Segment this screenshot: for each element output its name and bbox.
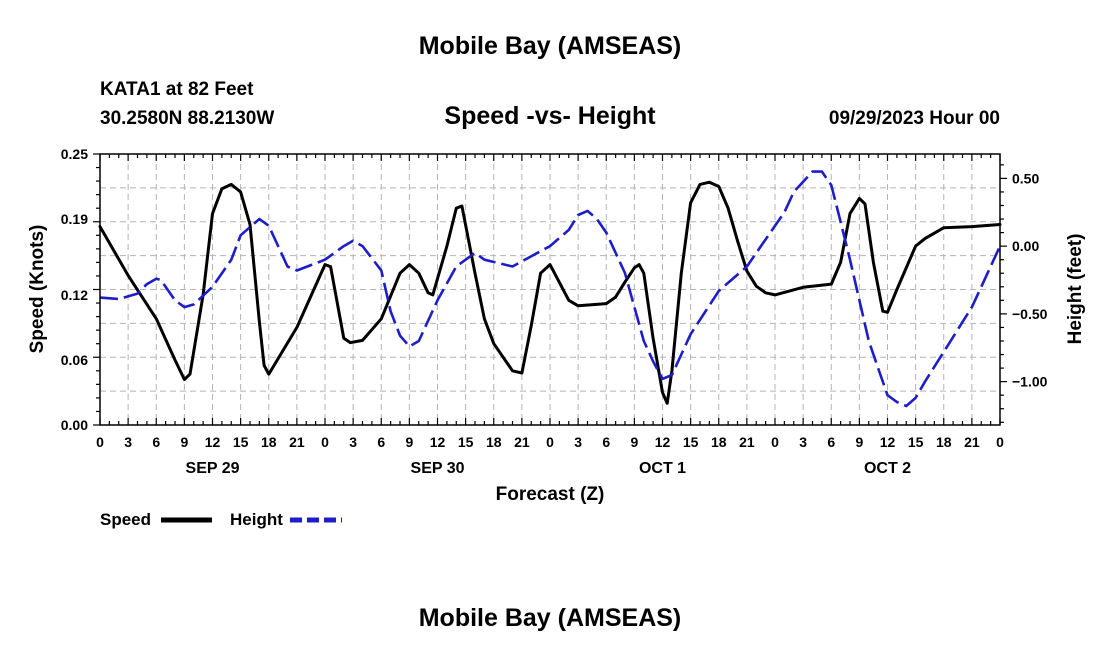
- x-tick-label: 12: [205, 434, 221, 450]
- x-tick-label: 0: [771, 434, 779, 450]
- y2-tick-label: 0.00: [1012, 238, 1039, 254]
- tick-marks: [93, 153, 1007, 426]
- x-tick-label: 9: [405, 434, 413, 450]
- x-tick-label: 3: [799, 434, 807, 450]
- x-tick-label: 3: [349, 434, 357, 450]
- x-tick-label: 15: [908, 434, 924, 450]
- x-tick-label: 15: [458, 434, 474, 450]
- tick-labels: 0 3 6 9 12 15 18 21 0 3 6 9 12 15 18 21 0 3 6 9 12 15 18 21 0 3 6 9…: [61, 146, 1048, 477]
- y-tick-label: 0.12: [61, 287, 88, 303]
- footer-title: Mobile Bay (AMSEAS): [419, 604, 682, 632]
- x-tick-label: 0: [321, 434, 329, 450]
- x-tick-label: 6: [377, 434, 385, 450]
- x-tick-label: 18: [711, 434, 727, 450]
- y2-tick-label: −1.00: [1012, 374, 1048, 390]
- station-label: KATA1 at 82 Feet: [100, 79, 254, 100]
- page-title: Mobile Bay (AMSEAS): [419, 32, 682, 60]
- x-tick-label: 6: [152, 434, 160, 450]
- y-tick-label: 0.25: [61, 146, 88, 162]
- x-tick-label: 9: [630, 434, 638, 450]
- y-axis-title: Speed (Knots): [27, 225, 48, 354]
- x-tick-label: 18: [261, 434, 277, 450]
- x-tick-label: 9: [180, 434, 188, 450]
- x-tick-label: 0: [546, 434, 554, 450]
- y2-tick-label: 0.50: [1012, 170, 1039, 186]
- y-tick-label: 0.19: [61, 211, 88, 227]
- date-label: OCT 1: [639, 460, 686, 477]
- y-tick-label: 0.00: [61, 417, 88, 433]
- x-tick-label: 21: [964, 434, 980, 450]
- legend-label-speed: Speed: [100, 510, 151, 529]
- x-tick-label: 18: [486, 434, 502, 450]
- date-label: SEP 30: [411, 460, 465, 477]
- x-tick-label: 21: [514, 434, 530, 450]
- x-tick-label: 21: [739, 434, 755, 450]
- x-tick-label: 9: [855, 434, 863, 450]
- series-line-height: [99, 170, 1002, 408]
- y2-tick-label: −0.50: [1012, 306, 1048, 322]
- x-tick-label: 6: [827, 434, 835, 450]
- series-line-speed: [98, 180, 1002, 405]
- date-label: OCT 2: [864, 460, 911, 477]
- x-axis-title: Forecast (Z): [496, 484, 605, 505]
- x-tick-label: 21: [289, 434, 305, 450]
- x-tick-label: 0: [96, 434, 104, 450]
- x-tick-label: 3: [574, 434, 582, 450]
- x-tick-label: 12: [880, 434, 896, 450]
- x-tick-label: 12: [430, 434, 446, 450]
- legend: Speed Height: [100, 510, 342, 529]
- x-tick-label: 15: [233, 434, 249, 450]
- x-tick-label: 0: [996, 434, 1004, 450]
- date-label: SEP 29: [186, 460, 240, 477]
- coords-label: 30.2580N 88.2130W: [100, 108, 274, 129]
- x-tick-label: 12: [655, 434, 671, 450]
- y2-axis-title: Height (feet): [1065, 234, 1086, 345]
- legend-label-height: Height: [230, 510, 283, 529]
- grid-lines: [100, 154, 1000, 425]
- x-tick-label: 15: [683, 434, 699, 450]
- chart-title: Speed -vs- Height: [444, 102, 656, 130]
- x-tick-label: 6: [602, 434, 610, 450]
- series-lines: [98, 170, 1002, 408]
- y-tick-label: 0.06: [61, 352, 88, 368]
- x-tick-label: 18: [936, 434, 952, 450]
- forecast-datetime: 09/29/2023 Hour 00: [829, 108, 1000, 129]
- x-tick-label: 3: [124, 434, 132, 450]
